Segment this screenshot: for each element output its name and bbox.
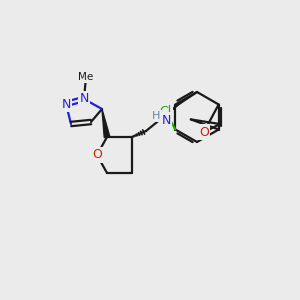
Text: N: N [161,113,171,127]
Polygon shape [102,109,110,137]
Text: O: O [92,148,102,161]
Text: Me: Me [78,72,94,82]
Text: Cl: Cl [159,105,172,118]
Text: H: H [152,111,160,121]
Text: N: N [61,98,71,110]
Text: O: O [199,126,209,139]
Text: N: N [79,92,89,106]
